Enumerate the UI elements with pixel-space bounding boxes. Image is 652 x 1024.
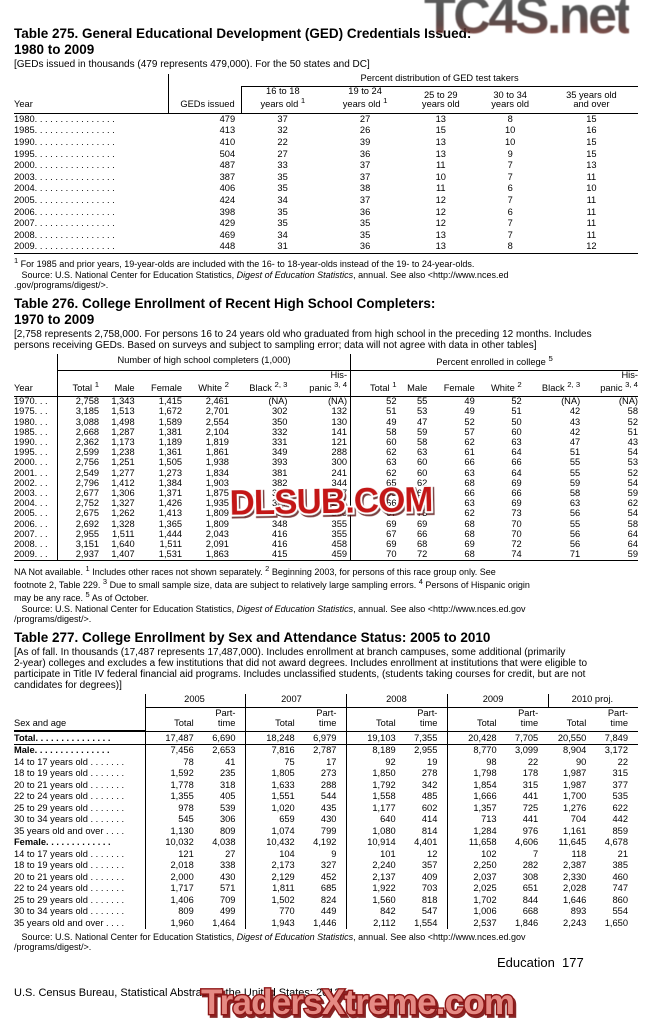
svg-text:DLSUB.COM: DLSUB.COM	[229, 480, 433, 523]
svg-text:TradersXtreme.com: TradersXtreme.com	[201, 983, 514, 1022]
